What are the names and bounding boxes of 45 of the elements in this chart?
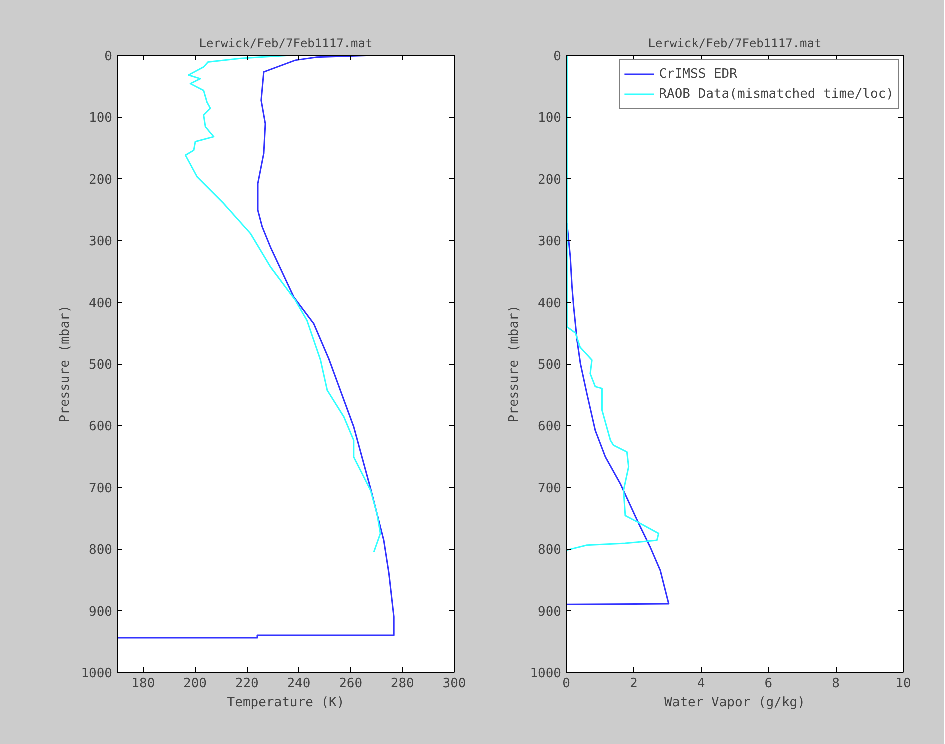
y-tick-label: 0 (554, 50, 562, 64)
line-series (118, 56, 395, 639)
x-tick-label: 2 (630, 676, 638, 692)
legend-label: RAOB Data(mismatched time/loc) (659, 86, 894, 102)
y-tick-label: 400 (89, 296, 113, 312)
x-axis-title: Water Vapor (g/kg) (664, 696, 806, 710)
y-tick-label: 700 (89, 481, 113, 496)
y-axis-title: Pressure (mbar) (58, 305, 74, 423)
y-axis-title: Pressure (mbar) (507, 305, 522, 423)
x-tick-label: 240 (287, 676, 311, 692)
x-tick-label: 220 (235, 676, 259, 692)
y-tick-label: 900 (538, 604, 562, 620)
chart-title: Lerwick/Feb/7Feb1117.mat (648, 36, 822, 50)
y-tick-label: 100 (538, 111, 562, 126)
x-tick-label: 280 (390, 676, 414, 692)
x-axis-title: Temperature (K) (227, 696, 345, 710)
chart-title: Lerwick/Feb/7Feb1117.mat (199, 36, 373, 50)
y-tick-label: 300 (89, 234, 113, 250)
y-tick-label: 200 (538, 172, 562, 188)
x-tick-label: 180 (132, 676, 156, 692)
y-tick-label: 1000 (81, 666, 113, 682)
y-tick-label: 300 (538, 234, 562, 250)
x-tick-label: 8 (832, 676, 840, 692)
x-tick-label: 6 (764, 676, 773, 692)
x-tick-label: 260 (339, 676, 363, 692)
y-tick-label: 100 (89, 111, 113, 126)
y-tick-label: 1000 (530, 666, 562, 682)
x-tick-label: 200 (184, 676, 208, 692)
legend-label: CrIMSS EDR (659, 66, 738, 82)
y-tick-label: 700 (538, 481, 562, 496)
y-tick-label: 800 (538, 543, 562, 558)
y-tick-label: 600 (538, 420, 562, 435)
y-tick-label: 800 (89, 543, 113, 558)
y-tick-label: 0 (104, 50, 112, 64)
y-tick-label: 600 (89, 420, 113, 435)
line-series (566, 56, 660, 552)
y-tick-label: 500 (538, 358, 562, 373)
x-tick-label: 300 (442, 676, 466, 692)
x-tick-label: 4 (697, 676, 706, 692)
y-tick-label: 400 (538, 296, 562, 312)
y-tick-label: 900 (89, 604, 113, 620)
x-tick-label: 10 (896, 676, 912, 692)
line-series (184, 56, 382, 553)
y-tick-label: 500 (89, 358, 113, 373)
y-tick-label: 200 (89, 172, 113, 188)
